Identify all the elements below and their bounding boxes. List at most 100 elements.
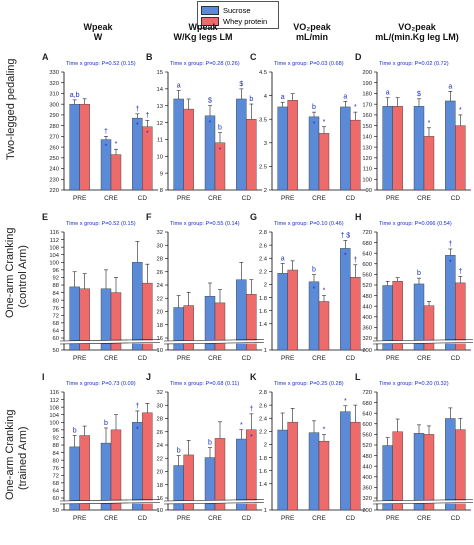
panel-f-y-tick-label: 26 bbox=[157, 270, 163, 276]
panel-e-y-tick-label: 84 bbox=[53, 291, 60, 297]
panel-j-bar-whey bbox=[246, 429, 257, 511]
column-header-3-line2: mL/min bbox=[295, 32, 328, 42]
panel-b-bar-whey bbox=[246, 118, 257, 191]
panel-j-y-tick-label: 18 bbox=[157, 483, 163, 489]
column-header-2-line1: Wpeak bbox=[188, 22, 218, 32]
panel-h-annotation: * bbox=[449, 259, 452, 266]
panel-a-bar-sucrose bbox=[69, 103, 80, 191]
panel-f-y-tick-label: 20 bbox=[157, 310, 163, 316]
panel-g-y-tick-label: 1.6 bbox=[259, 309, 267, 315]
panel-e-y-tick-label: 80 bbox=[53, 298, 59, 304]
panel-g-x-tick-label: CRE bbox=[312, 355, 326, 362]
panel-l-x-tick-label: CD bbox=[451, 515, 461, 522]
panel-a-y-tick-label: 250 bbox=[49, 156, 59, 162]
panel-g-y-tick-label: 1.4 bbox=[259, 322, 268, 328]
panel-g-y-tick-label: 1 bbox=[264, 348, 267, 354]
panel-b-annotation: $ bbox=[208, 98, 212, 105]
panel-c-bar-sucrose bbox=[340, 106, 351, 191]
panel-d-bar-sucrose bbox=[382, 106, 393, 191]
panel-l-break-line bbox=[372, 502, 474, 505]
panel-b-y-tick-label: 10 bbox=[157, 154, 163, 160]
panel-b-stat-text: Time x group: P=0.28 (0.26) bbox=[170, 61, 240, 67]
panel-k-bar-whey bbox=[350, 421, 361, 511]
panel-a-y-tick-label: 230 bbox=[49, 177, 59, 183]
panel-h-y-tick-label: 720 bbox=[362, 230, 372, 236]
panel-d-bar-whey bbox=[455, 125, 466, 191]
legend: Sucrose Whey protein bbox=[197, 1, 279, 29]
panel-a-annotation: † bbox=[135, 106, 139, 113]
panel-b-x-tick-label: CRE bbox=[208, 195, 222, 202]
panel-i-y-tick-label: 76 bbox=[53, 466, 59, 472]
panel-e-break-gap bbox=[61, 340, 158, 344]
panel-h-annotation: b bbox=[417, 270, 421, 277]
panel-e-y-tick-label: 88 bbox=[53, 283, 59, 289]
panel-d-y-tick-label: 100 bbox=[362, 177, 372, 183]
panel-g-annotation: * bbox=[323, 288, 326, 295]
panel-i-y-tick-label: 80 bbox=[53, 458, 59, 464]
panel-i-annotation: b bbox=[73, 428, 77, 435]
panel-d-y-tick-label: 170 bbox=[362, 102, 372, 108]
panel-j-annotation: † bbox=[249, 406, 253, 413]
panel-i-y-tick-label: 92 bbox=[53, 436, 59, 442]
panel-a-x-tick-label: CRE bbox=[104, 195, 118, 202]
panel-l-bar-whey bbox=[455, 429, 466, 511]
panel-j-y-tick-label: 32 bbox=[157, 390, 163, 396]
panel-j-x-tick-label: CRE bbox=[208, 515, 222, 522]
panel-b-x-tick-label: PRE bbox=[177, 195, 191, 202]
legend-entry-sucrose: Sucrose bbox=[201, 5, 251, 15]
panel-g-y-tick-label: 2 bbox=[264, 283, 267, 289]
panel-f-x-tick-label: PRE bbox=[177, 355, 191, 362]
panel-c-annotation: * bbox=[323, 119, 326, 126]
panel-i-x-tick-label: CD bbox=[138, 515, 148, 522]
column-header-3: VO₂peak mL/min bbox=[257, 22, 367, 42]
panel-c-x-tick-label: CRE bbox=[312, 195, 326, 202]
panel-b-y-tick-label: 15 bbox=[157, 70, 163, 76]
panel-l-bar-sucrose bbox=[382, 445, 393, 511]
panel-k-y-tick-label: 2.8 bbox=[259, 390, 267, 396]
panel-a-annotation: * bbox=[115, 141, 118, 148]
panel-d-y-tick-label: 110 bbox=[363, 167, 372, 173]
panel-e-bar-sucrose bbox=[132, 262, 143, 351]
panel-c-y-tick-label: 3 bbox=[264, 141, 267, 147]
panel-j-y-tick-label: 26 bbox=[157, 430, 163, 436]
panel-g-annotation: † $ bbox=[340, 233, 350, 240]
panel-a-x-tick-label: PRE bbox=[73, 195, 87, 202]
panel-a-letter: A bbox=[42, 52, 49, 62]
panel-e-break-line bbox=[59, 342, 161, 345]
legend-swatch-whey bbox=[201, 16, 219, 26]
panel-i-y-tick-label: 104 bbox=[49, 413, 59, 419]
panel-f-y-tick-label: 22 bbox=[157, 296, 163, 302]
panel-b-annotation: b bbox=[249, 96, 253, 103]
panel-l-break-gap bbox=[374, 500, 471, 504]
panel-k-stat-text: Time x group: P=0.25 (0.28) bbox=[274, 381, 344, 387]
legend-label-whey: Whey protein bbox=[223, 16, 268, 26]
panel-d-annotation: $ bbox=[417, 91, 421, 98]
panel-h-y-tick-label: 320 bbox=[362, 336, 372, 342]
panel-c-annotation: b bbox=[312, 104, 316, 111]
panel-i-y-tick-label: 72 bbox=[53, 473, 59, 479]
panel-b-letter: B bbox=[146, 52, 153, 62]
panel-k-x-tick-label: CRE bbox=[312, 515, 326, 522]
panel-h-break-line bbox=[372, 339, 474, 342]
panel-d-y-tick-label: 150 bbox=[362, 124, 372, 130]
panel-h-y-tick-label: 200 bbox=[362, 348, 372, 354]
panel-e-y-tick-label: 112 bbox=[50, 238, 59, 244]
panel-l-y-tick-label: 440 bbox=[362, 464, 372, 470]
column-header-3-line1: VO₂peak bbox=[293, 22, 331, 32]
panel-b-y-tick-label: 11 bbox=[157, 138, 163, 144]
panel-d-y-tick-label: 160 bbox=[362, 113, 372, 119]
panel-b-y-tick-label: 13 bbox=[157, 104, 163, 110]
panel-b-annotation: $ bbox=[239, 81, 243, 88]
legend-entry-whey: Whey protein bbox=[201, 16, 267, 26]
panel-h-stat-text: Time x group: P=0.066 (0.54) bbox=[379, 221, 452, 227]
column-header-2-line2: W/Kg legs LM bbox=[173, 32, 233, 42]
panel-k-x-tick-label: CD bbox=[346, 515, 356, 522]
panel-i-y-tick-label: 64 bbox=[53, 489, 60, 495]
panel-h-y-tick-label: 560 bbox=[362, 273, 372, 279]
panel-l-break-line bbox=[372, 499, 474, 502]
panel-d-y-tick-label: 190 bbox=[362, 81, 372, 87]
panel-d-bar-sucrose bbox=[413, 106, 425, 191]
panel-i-y-tick-label: 116 bbox=[50, 390, 59, 396]
panel-k-y-tick-label: 1.4 bbox=[259, 482, 268, 488]
panel-e-y-tick-label: 100 bbox=[49, 260, 59, 266]
